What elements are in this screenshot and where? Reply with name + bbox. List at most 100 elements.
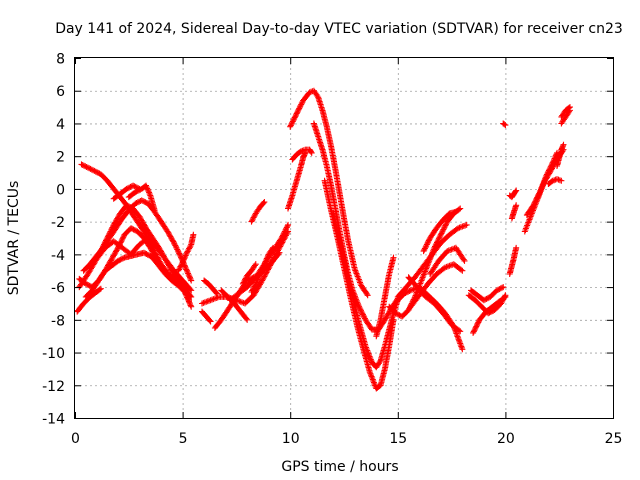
- series-track-05: [82, 225, 193, 300]
- data-point: [308, 149, 315, 156]
- series-track-24: [310, 120, 401, 333]
- y-tick-label: 0: [56, 182, 65, 198]
- data-point-run: [104, 177, 116, 191]
- data-point: [190, 231, 197, 238]
- data-point-run: [136, 221, 149, 237]
- data-point-run: [87, 254, 99, 268]
- data-point-run: [300, 90, 312, 104]
- series-track-21: [285, 149, 309, 212]
- data-point-run: [530, 190, 543, 209]
- data-point-run: [149, 235, 162, 250]
- data-point-run: [183, 267, 194, 283]
- data-point-run: [108, 258, 120, 269]
- data-point-run: [500, 120, 508, 128]
- data-point-run: [487, 288, 499, 300]
- data-point-run: [218, 308, 230, 323]
- series-track-12: [201, 277, 221, 297]
- data-point-run: [248, 211, 259, 225]
- series-track-42: [521, 146, 567, 235]
- data-point-run: [554, 176, 563, 184]
- data-point: [463, 221, 470, 228]
- data-point-run: [394, 285, 409, 300]
- data-point-run: [171, 239, 183, 258]
- data-point-run: [386, 311, 397, 333]
- y-tick-label: -14: [42, 412, 65, 428]
- data-point-run: [231, 300, 243, 314]
- data-point-run: [558, 108, 568, 120]
- y-tick-label: -10: [42, 346, 65, 362]
- data-point-run: [323, 163, 334, 188]
- data-point-run: [381, 272, 392, 300]
- data-point-run: [358, 282, 370, 297]
- data-point-run: [399, 308, 411, 320]
- data-point-run: [179, 251, 190, 266]
- data-point-run: [407, 293, 422, 310]
- data-point-run: [128, 225, 140, 234]
- y-tick-label: -12: [42, 379, 65, 395]
- y-axis-label: SDTVAR / TECUs: [6, 181, 22, 296]
- data-point-run: [201, 277, 211, 286]
- data-point-run: [394, 291, 407, 304]
- data-point: [459, 346, 466, 353]
- data-point-run: [84, 164, 97, 174]
- data-point: [214, 290, 221, 297]
- data-point-run: [128, 242, 142, 258]
- data-point-run: [300, 151, 308, 161]
- y-tick-label: -8: [51, 313, 65, 329]
- data-point-run: [319, 146, 330, 168]
- data-point-run: [207, 294, 221, 304]
- data-point-run: [147, 244, 160, 261]
- data-point: [457, 205, 464, 212]
- data-point-run: [373, 318, 384, 340]
- data-point-run: [343, 267, 356, 299]
- data-point-run: [298, 147, 307, 155]
- y-tick-label: 8: [56, 52, 65, 68]
- data-point-run: [248, 282, 259, 295]
- data-point-run: [293, 149, 303, 158]
- data-point-run: [237, 308, 250, 322]
- data-point: [207, 318, 214, 325]
- data-point-run: [330, 210, 343, 243]
- data-point-run: [386, 256, 397, 277]
- data-point-run: [549, 151, 560, 166]
- data-point-run: [199, 308, 209, 319]
- data-point-run: [209, 285, 220, 296]
- data-point-run: [95, 269, 108, 284]
- data-point: [188, 303, 195, 310]
- data-point-run: [181, 289, 194, 309]
- data-point-run: [287, 111, 299, 130]
- data-point-run: [356, 320, 369, 348]
- data-point-run: [82, 288, 95, 300]
- data-point-run: [349, 293, 362, 325]
- data-point: [560, 141, 567, 148]
- data-point-run: [80, 262, 92, 274]
- data-point-run: [356, 303, 368, 322]
- data-point-run: [366, 369, 379, 391]
- data-point-run: [429, 241, 443, 258]
- data-point-run: [244, 275, 258, 291]
- data-point-run: [491, 301, 503, 313]
- series-track-19: [248, 244, 276, 295]
- data-point-run: [450, 261, 465, 273]
- data-point: [457, 328, 464, 335]
- data-point-run: [440, 211, 452, 223]
- data-point: [276, 249, 283, 256]
- data-point-run: [239, 274, 250, 287]
- data-point-run: [140, 235, 153, 250]
- data-point-run: [523, 203, 536, 219]
- data-point-run: [175, 260, 185, 274]
- data-point-run: [130, 212, 142, 227]
- series-track-34: [420, 208, 459, 255]
- data-point-run: [257, 262, 267, 277]
- data-point-run: [143, 225, 155, 240]
- series-track-33: [427, 244, 468, 277]
- data-point: [502, 122, 509, 129]
- data-point-run: [87, 289, 99, 300]
- data-point-run: [183, 242, 194, 256]
- data-point-run: [433, 218, 446, 232]
- data-point-run: [381, 344, 392, 372]
- y-tick-label: -4: [51, 248, 65, 264]
- data-point: [390, 254, 397, 261]
- data-point-run: [468, 287, 480, 298]
- data-point-run: [444, 245, 458, 255]
